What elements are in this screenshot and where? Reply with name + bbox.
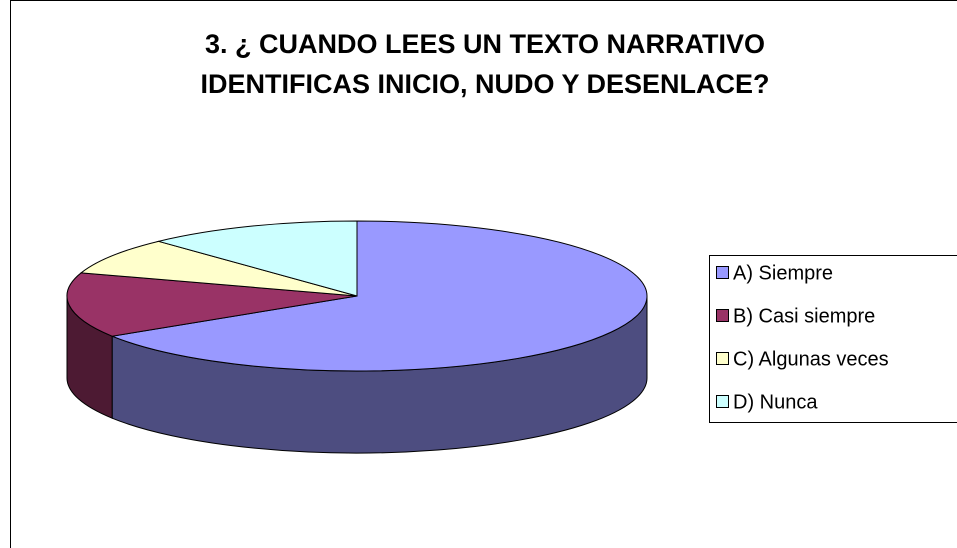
- legend-swatch: [716, 395, 729, 408]
- legend-label: B) Casi siempre: [733, 305, 875, 327]
- legend-swatch: [716, 309, 729, 322]
- slice: [156, 220, 358, 297]
- legend-label: A) Siempre: [733, 262, 833, 284]
- legend-label: D) Nunca: [733, 391, 818, 413]
- legend-label: C) Algunas veces: [733, 348, 889, 370]
- slice: [79, 240, 358, 297]
- chart-title: 3. ¿ CUANDO LEES UN TEXTO NARRATIVO: [205, 29, 765, 59]
- legend-items: A) Siempre B) Casi siempre C) Algunas vece…: [716, 262, 889, 413]
- chart-title: IDENTIFICAS INICIO, NUDO Y DESENLACE?: [200, 69, 769, 99]
- slice: [110, 220, 648, 372]
- pie: [66, 220, 648, 454]
- legend-swatch: [716, 352, 729, 365]
- slice: [66, 272, 358, 337]
- legend-swatch: [716, 266, 729, 279]
- legend: [709, 255, 957, 423]
